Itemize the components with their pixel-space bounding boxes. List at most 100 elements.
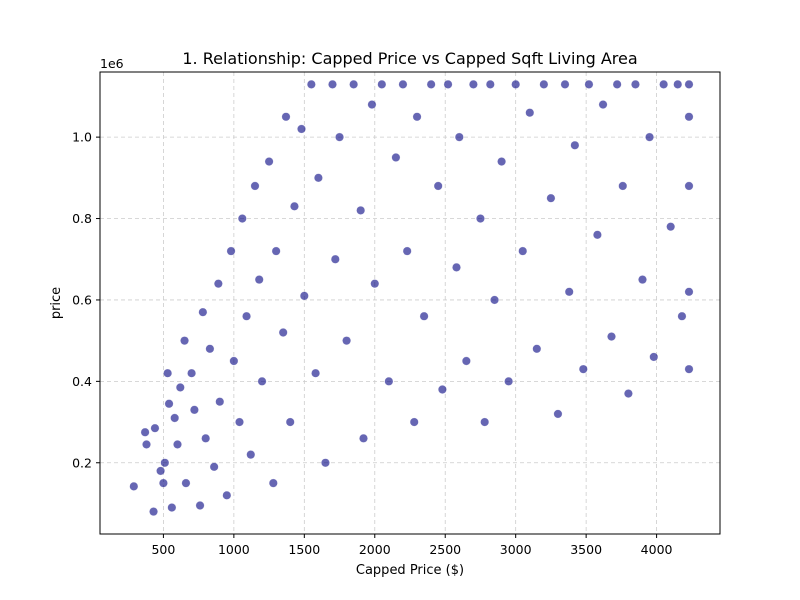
y-tick-label: 0.2	[72, 455, 92, 470]
data-point	[504, 376, 514, 386]
data-point	[546, 193, 556, 203]
data-point	[170, 413, 180, 423]
data-point	[187, 368, 196, 378]
data-point	[618, 181, 628, 191]
data-point	[281, 112, 291, 122]
data-point	[215, 397, 225, 407]
y-tick-label: 0.6	[72, 292, 92, 307]
data-point	[480, 417, 490, 427]
x-tick-label: 1000	[218, 542, 250, 557]
data-point	[677, 311, 687, 321]
data-point	[181, 478, 191, 488]
data-point	[593, 230, 602, 240]
y-tick-label: 0.8	[72, 211, 92, 226]
data-point	[237, 214, 247, 223]
data-point	[349, 79, 359, 89]
data-point	[469, 79, 478, 89]
data-point	[264, 157, 274, 166]
data-point	[330, 254, 340, 264]
data-point	[299, 291, 309, 301]
x-tick-label: 2500	[429, 542, 461, 557]
data-point	[584, 79, 594, 89]
data-point	[684, 112, 694, 122]
data-point	[163, 368, 173, 378]
data-point	[297, 124, 306, 134]
x-tick-label: 1500	[288, 542, 320, 557]
data-point	[359, 433, 368, 443]
data-point	[306, 79, 316, 89]
data-point	[229, 356, 239, 366]
data-point	[250, 181, 260, 191]
data-point	[226, 246, 236, 256]
data-point	[156, 466, 165, 476]
data-point	[666, 222, 676, 232]
x-tick-label: 4000	[641, 542, 673, 557]
data-point	[485, 79, 495, 89]
data-point	[433, 181, 443, 191]
data-point	[175, 383, 185, 392]
data-point	[370, 279, 380, 289]
data-point	[461, 356, 471, 366]
data-point	[290, 201, 299, 211]
data-point	[201, 433, 211, 443]
data-point	[242, 311, 251, 321]
points-layer	[129, 79, 694, 517]
x-tick-label: 2000	[359, 542, 391, 557]
data-point	[638, 275, 647, 284]
data-point	[532, 344, 542, 354]
y-tick-label: 1.0	[72, 130, 92, 145]
data-point	[419, 311, 429, 321]
data-point	[198, 307, 208, 317]
data-point	[438, 385, 447, 394]
data-point	[409, 417, 419, 427]
data-point	[398, 79, 408, 89]
data-point	[328, 79, 337, 89]
data-point	[222, 490, 232, 500]
data-point	[391, 153, 401, 162]
data-point	[624, 389, 633, 398]
y-offset-label: 1e6	[100, 56, 124, 71]
data-point	[607, 332, 616, 341]
data-point	[195, 501, 205, 510]
data-point	[454, 132, 464, 142]
data-point	[645, 132, 654, 142]
data-point	[335, 132, 344, 142]
data-point	[342, 336, 351, 346]
x-tick-label: 3500	[570, 542, 602, 557]
data-point	[384, 376, 394, 386]
data-point	[205, 344, 215, 354]
data-point	[518, 246, 528, 256]
data-point	[278, 328, 288, 337]
data-point	[190, 405, 199, 415]
data-point	[684, 79, 694, 89]
y-tick-label: 0.4	[72, 374, 92, 389]
data-point	[412, 112, 422, 122]
data-point	[257, 376, 267, 386]
chart-title: 1. Relationship: Capped Price vs Capped …	[182, 49, 637, 68]
data-point	[443, 79, 453, 89]
data-point	[452, 262, 461, 272]
data-point	[684, 364, 694, 374]
data-point	[578, 364, 588, 374]
data-point	[426, 79, 436, 89]
data-point	[213, 279, 223, 289]
data-point	[631, 79, 640, 89]
data-point	[598, 100, 608, 109]
data-point	[570, 140, 580, 150]
data-point	[235, 417, 244, 427]
data-point	[159, 478, 168, 488]
data-point	[142, 440, 151, 449]
x-tick-label: 3000	[500, 542, 532, 557]
data-point	[402, 246, 412, 256]
data-point	[129, 481, 139, 491]
data-point	[511, 79, 521, 89]
data-point	[659, 79, 669, 89]
data-point	[150, 423, 160, 433]
data-point	[476, 214, 485, 223]
axes-frame	[99, 71, 721, 535]
data-point	[268, 478, 278, 488]
y-axis-title: price	[49, 287, 64, 319]
data-point	[167, 503, 177, 512]
data-point	[539, 79, 549, 89]
